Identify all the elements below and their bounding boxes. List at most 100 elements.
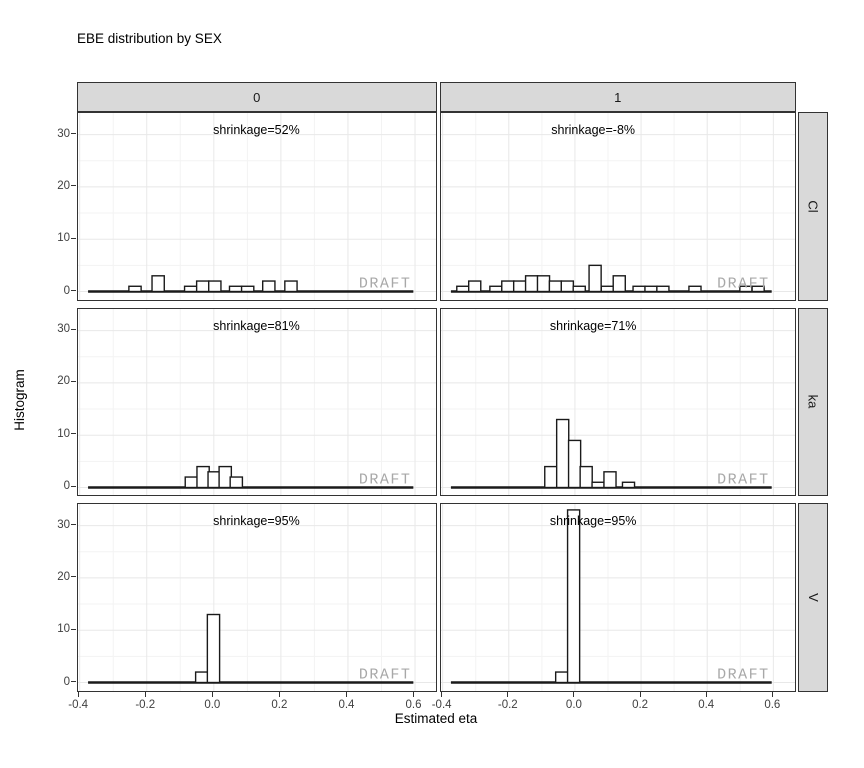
facet-strip-row-Cl: Cl: [798, 112, 828, 301]
histogram-bars: [456, 264, 765, 293]
x-tick-mark: [413, 691, 415, 697]
histogram-bars: [127, 275, 298, 293]
panel-ka-1: shrinkage=71% DRAFT: [440, 307, 796, 496]
bar: [600, 285, 615, 293]
y-tick-label: 10: [57, 232, 70, 245]
panel-V-1: shrinkage=95% DRAFT: [440, 503, 796, 692]
x-tick-mark: [573, 691, 575, 697]
bar: [656, 285, 670, 293]
bar: [544, 465, 558, 488]
panel-V-0: shrinkage=95% DRAFT: [76, 503, 437, 692]
bar: [207, 280, 222, 293]
bar: [489, 285, 503, 293]
bar: [194, 671, 209, 684]
x-tick-label: 0.2: [271, 698, 288, 711]
draft-watermark: DRAFT: [358, 667, 411, 684]
bar: [150, 275, 165, 293]
bar: [688, 285, 702, 293]
y-tick-label: 20: [57, 179, 70, 192]
x-tick-label: -0.2: [497, 698, 518, 711]
bar: [548, 280, 563, 293]
bar: [560, 280, 575, 293]
y-tick-mark: [71, 133, 76, 135]
panel-plot-Cl-0: shrinkage=52% DRAFT: [77, 113, 436, 300]
x-axis-title: Estimated eta: [394, 711, 478, 726]
facet-strip-row-label: ka: [805, 394, 821, 409]
bar: [536, 275, 551, 293]
bar: [612, 275, 626, 293]
bar: [751, 285, 765, 293]
bar: [206, 613, 220, 684]
y-tick-mark: [71, 185, 76, 187]
chart-title: EBE distribution by SEX: [77, 31, 222, 46]
bar: [554, 671, 569, 684]
histogram-bars: [194, 613, 220, 684]
panel-Cl-0: shrinkage=52% DRAFT: [76, 112, 437, 301]
panel-plot-V-1: shrinkage=95% DRAFT: [441, 504, 795, 691]
y-tick-label: 10: [57, 623, 70, 636]
bar: [183, 285, 197, 293]
bar: [567, 439, 582, 488]
x-tick-mark: [639, 691, 641, 697]
facet-strip-row-label: Cl: [805, 200, 821, 213]
facet-strip-row-label: V: [805, 592, 821, 602]
bar: [579, 465, 593, 488]
y-tick-mark: [71, 328, 76, 330]
y-tick-mark: [71, 576, 76, 578]
x-tick-label: -0.4: [68, 698, 89, 711]
draft-watermark: DRAFT: [358, 471, 411, 488]
x-tick-mark: [144, 691, 146, 697]
y-tick-label: 0: [63, 675, 70, 688]
x-tick-label: 0.4: [338, 698, 355, 711]
y-tick-label: 30: [57, 518, 70, 531]
bar: [512, 280, 527, 293]
bar: [555, 418, 570, 488]
shrinkage-label: shrinkage=95%: [213, 514, 300, 528]
panel-ka-0: shrinkage=81% DRAFT: [76, 307, 437, 496]
y-axis-title: Histogram: [12, 369, 27, 431]
x-tick-label: 0.2: [632, 698, 649, 711]
x-tick-label: 0.0: [204, 698, 221, 711]
bar: [621, 481, 636, 488]
histogram-bars: [184, 465, 243, 488]
bar: [467, 280, 482, 293]
bar: [566, 509, 581, 684]
x-tick-label: 0.0: [565, 698, 582, 711]
bar: [591, 481, 605, 488]
shrinkage-label: shrinkage=95%: [550, 514, 637, 528]
panel-plot-ka-0: shrinkage=81% DRAFT: [77, 308, 436, 495]
shrinkage-label: shrinkage=52%: [213, 123, 300, 137]
panel-Cl-1: shrinkage=-8% DRAFT: [440, 112, 796, 301]
facet-strip-col-1: 1: [440, 82, 796, 112]
bar: [228, 475, 243, 488]
x-tick-label: -0.4: [431, 698, 452, 711]
bar: [644, 285, 658, 293]
y-tick-label: 30: [57, 323, 70, 336]
shrinkage-label: shrinkage=81%: [213, 319, 300, 333]
draft-watermark: DRAFT: [717, 471, 770, 488]
draft-watermark: DRAFT: [717, 276, 770, 293]
y-tick-label: 0: [63, 480, 70, 492]
x-tick-mark: [278, 691, 280, 697]
histogram-bars: [544, 418, 636, 488]
bar: [127, 285, 142, 293]
y-tick-mark: [71, 290, 76, 291]
draft-watermark: DRAFT: [717, 667, 770, 684]
y-tick-label: 20: [57, 570, 70, 583]
bar: [572, 285, 586, 293]
y-tick-mark: [71, 524, 76, 526]
x-tick-label: 0.6: [764, 698, 781, 711]
panel-plot-Cl-1: shrinkage=-8% DRAFT: [441, 113, 795, 300]
bar: [524, 275, 539, 293]
draft-watermark: DRAFT: [358, 276, 411, 293]
bar: [261, 280, 276, 293]
y-tick-label: 20: [57, 375, 70, 388]
bar: [501, 280, 515, 293]
x-tick-label: -0.2: [135, 698, 156, 711]
panel-plot-ka-1: shrinkage=71% DRAFT: [441, 308, 795, 495]
bar: [632, 285, 646, 293]
y-tick-mark: [71, 433, 76, 435]
bar: [456, 285, 470, 293]
histogram-bars: [554, 509, 581, 684]
